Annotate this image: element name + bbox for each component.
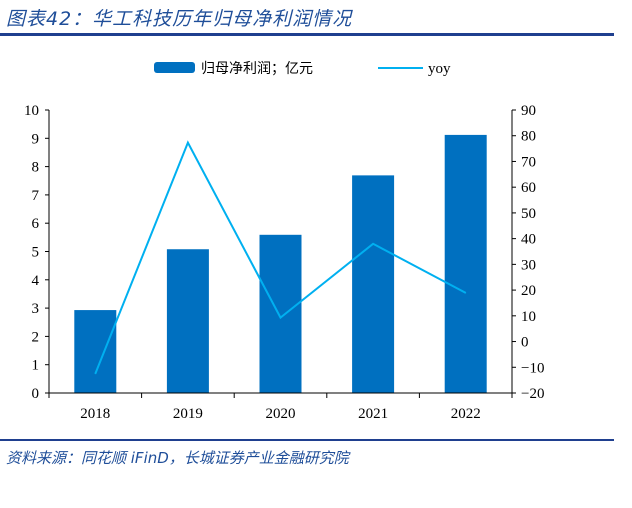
left-tick-label: 8 [32,160,40,176]
x-tick-label: 2021 [358,406,388,422]
left-tick-label: 7 [32,188,40,204]
x-tick-label: 2022 [451,406,481,422]
legend-line-label: yoy [428,61,451,77]
left-tick-label: 5 [32,245,40,261]
right-tick-label: 50 [521,206,536,222]
legend-bar-label: 归母净利润；亿元 [201,60,313,77]
x-tick-label: 2018 [80,406,110,422]
bar-2021 [352,175,395,393]
left-tick-label: 10 [24,103,39,119]
title-divider [0,33,614,36]
yoy-point-2020 [280,317,281,319]
left-tick-label: 2 [32,329,40,345]
right-tick-label: 60 [521,180,536,196]
right-tick-label: 20 [521,283,536,299]
right-tick-label: 90 [521,103,536,119]
left-tick-label: 3 [32,301,40,317]
bar-2019 [166,249,209,393]
left-tick-label: 6 [32,216,40,232]
right-tick-label: 0 [521,335,529,351]
chart-title: 图表42：华工科技历年归母净利润情况 [6,8,353,30]
footer-divider [0,439,614,441]
right-tick-label: −20 [521,386,544,402]
yoy-point-2018 [94,373,96,375]
bar-2020 [259,234,302,393]
source-note: 资料来源：同花顺 iFinD，长城证券产业金融研究院 [6,449,349,467]
right-tick-label: 10 [521,309,536,325]
x-tick-label: 2020 [266,406,296,422]
yoy-point-2019 [187,142,189,144]
left-tick-label: 1 [32,358,40,374]
left-tick-label: 0 [32,386,40,402]
bar-2018 [74,310,117,393]
x-tick-label: 2019 [173,406,203,422]
bar-2022 [444,134,487,394]
right-tick-label: 30 [521,257,536,273]
right-tick-label: 40 [521,232,536,248]
right-tick-label: 70 [521,154,536,170]
legend-bar-swatch [154,62,195,73]
right-tick-label: −10 [521,360,544,376]
right-tick-label: 80 [521,129,536,145]
left-tick-label: 9 [32,131,40,147]
left-tick-label: 4 [32,273,40,289]
yoy-point-2022 [465,292,467,294]
yoy-point-2021 [372,243,374,245]
